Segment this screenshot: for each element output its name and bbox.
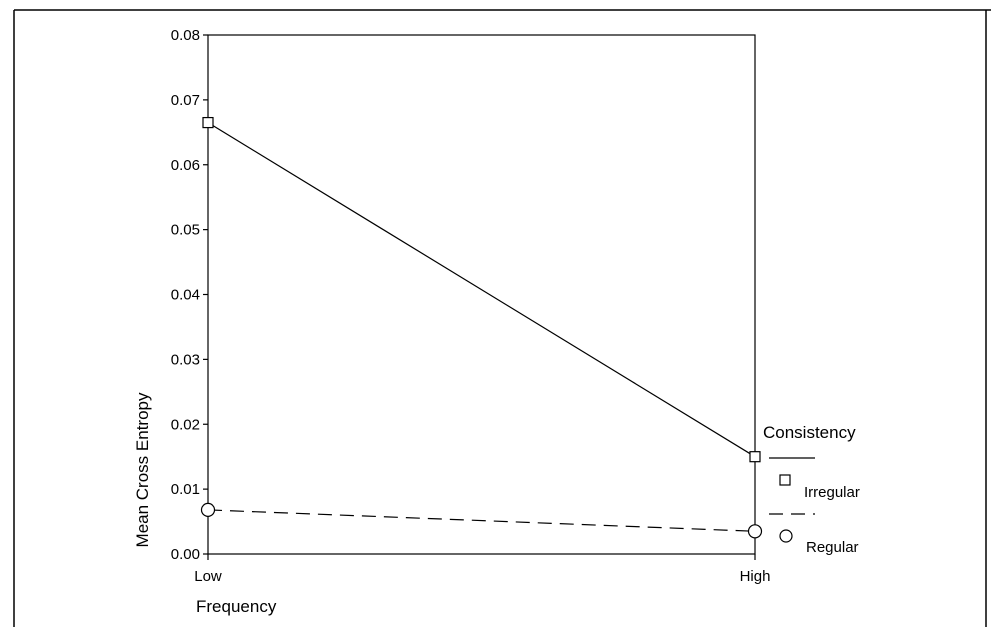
- x-axis-label: Frequency: [196, 597, 277, 616]
- y-tick-label: 0.01: [171, 481, 200, 498]
- x-tick-label: Low: [194, 568, 222, 585]
- legend: Consistency Irregular Regular: [763, 423, 860, 556]
- data-point-regular: [747, 524, 763, 539]
- series-markers: [200, 116, 763, 539]
- y-axis: 0.00 0.01 0.02 0.03 0.04 0.05 0.06 0.07 0.08: [171, 27, 208, 563]
- series-line-regular: [207, 509, 756, 532]
- y-tick-label: 0.00: [171, 546, 200, 563]
- legend-marker-irregular: [779, 474, 791, 486]
- y-tick-label: 0.08: [171, 27, 200, 44]
- y-axis-label: Mean Cross Entropy: [133, 392, 152, 547]
- data-point-irregular: [749, 451, 761, 463]
- y-tick-label: 0.04: [171, 287, 200, 304]
- legend-title: Consistency: [763, 423, 856, 442]
- y-tick-label: 0.07: [171, 92, 200, 109]
- legend-label-regular: Regular: [806, 539, 859, 556]
- data-point-regular: [200, 502, 216, 517]
- x-axis: Low High: [194, 554, 770, 585]
- data-point-irregular: [202, 116, 214, 129]
- y-tick-label: 0.06: [171, 157, 200, 174]
- legend-label-irregular: Irregular: [804, 484, 860, 501]
- y-tick-label: 0.03: [171, 351, 200, 368]
- series-lines: [207, 122, 756, 532]
- legend-marker-regular: [779, 529, 793, 543]
- x-tick-label: High: [740, 568, 771, 585]
- y-tick-label: 0.02: [171, 416, 200, 433]
- series-line-irregular: [207, 122, 756, 458]
- plot-area: [207, 34, 756, 555]
- y-tick-label: 0.05: [171, 222, 200, 239]
